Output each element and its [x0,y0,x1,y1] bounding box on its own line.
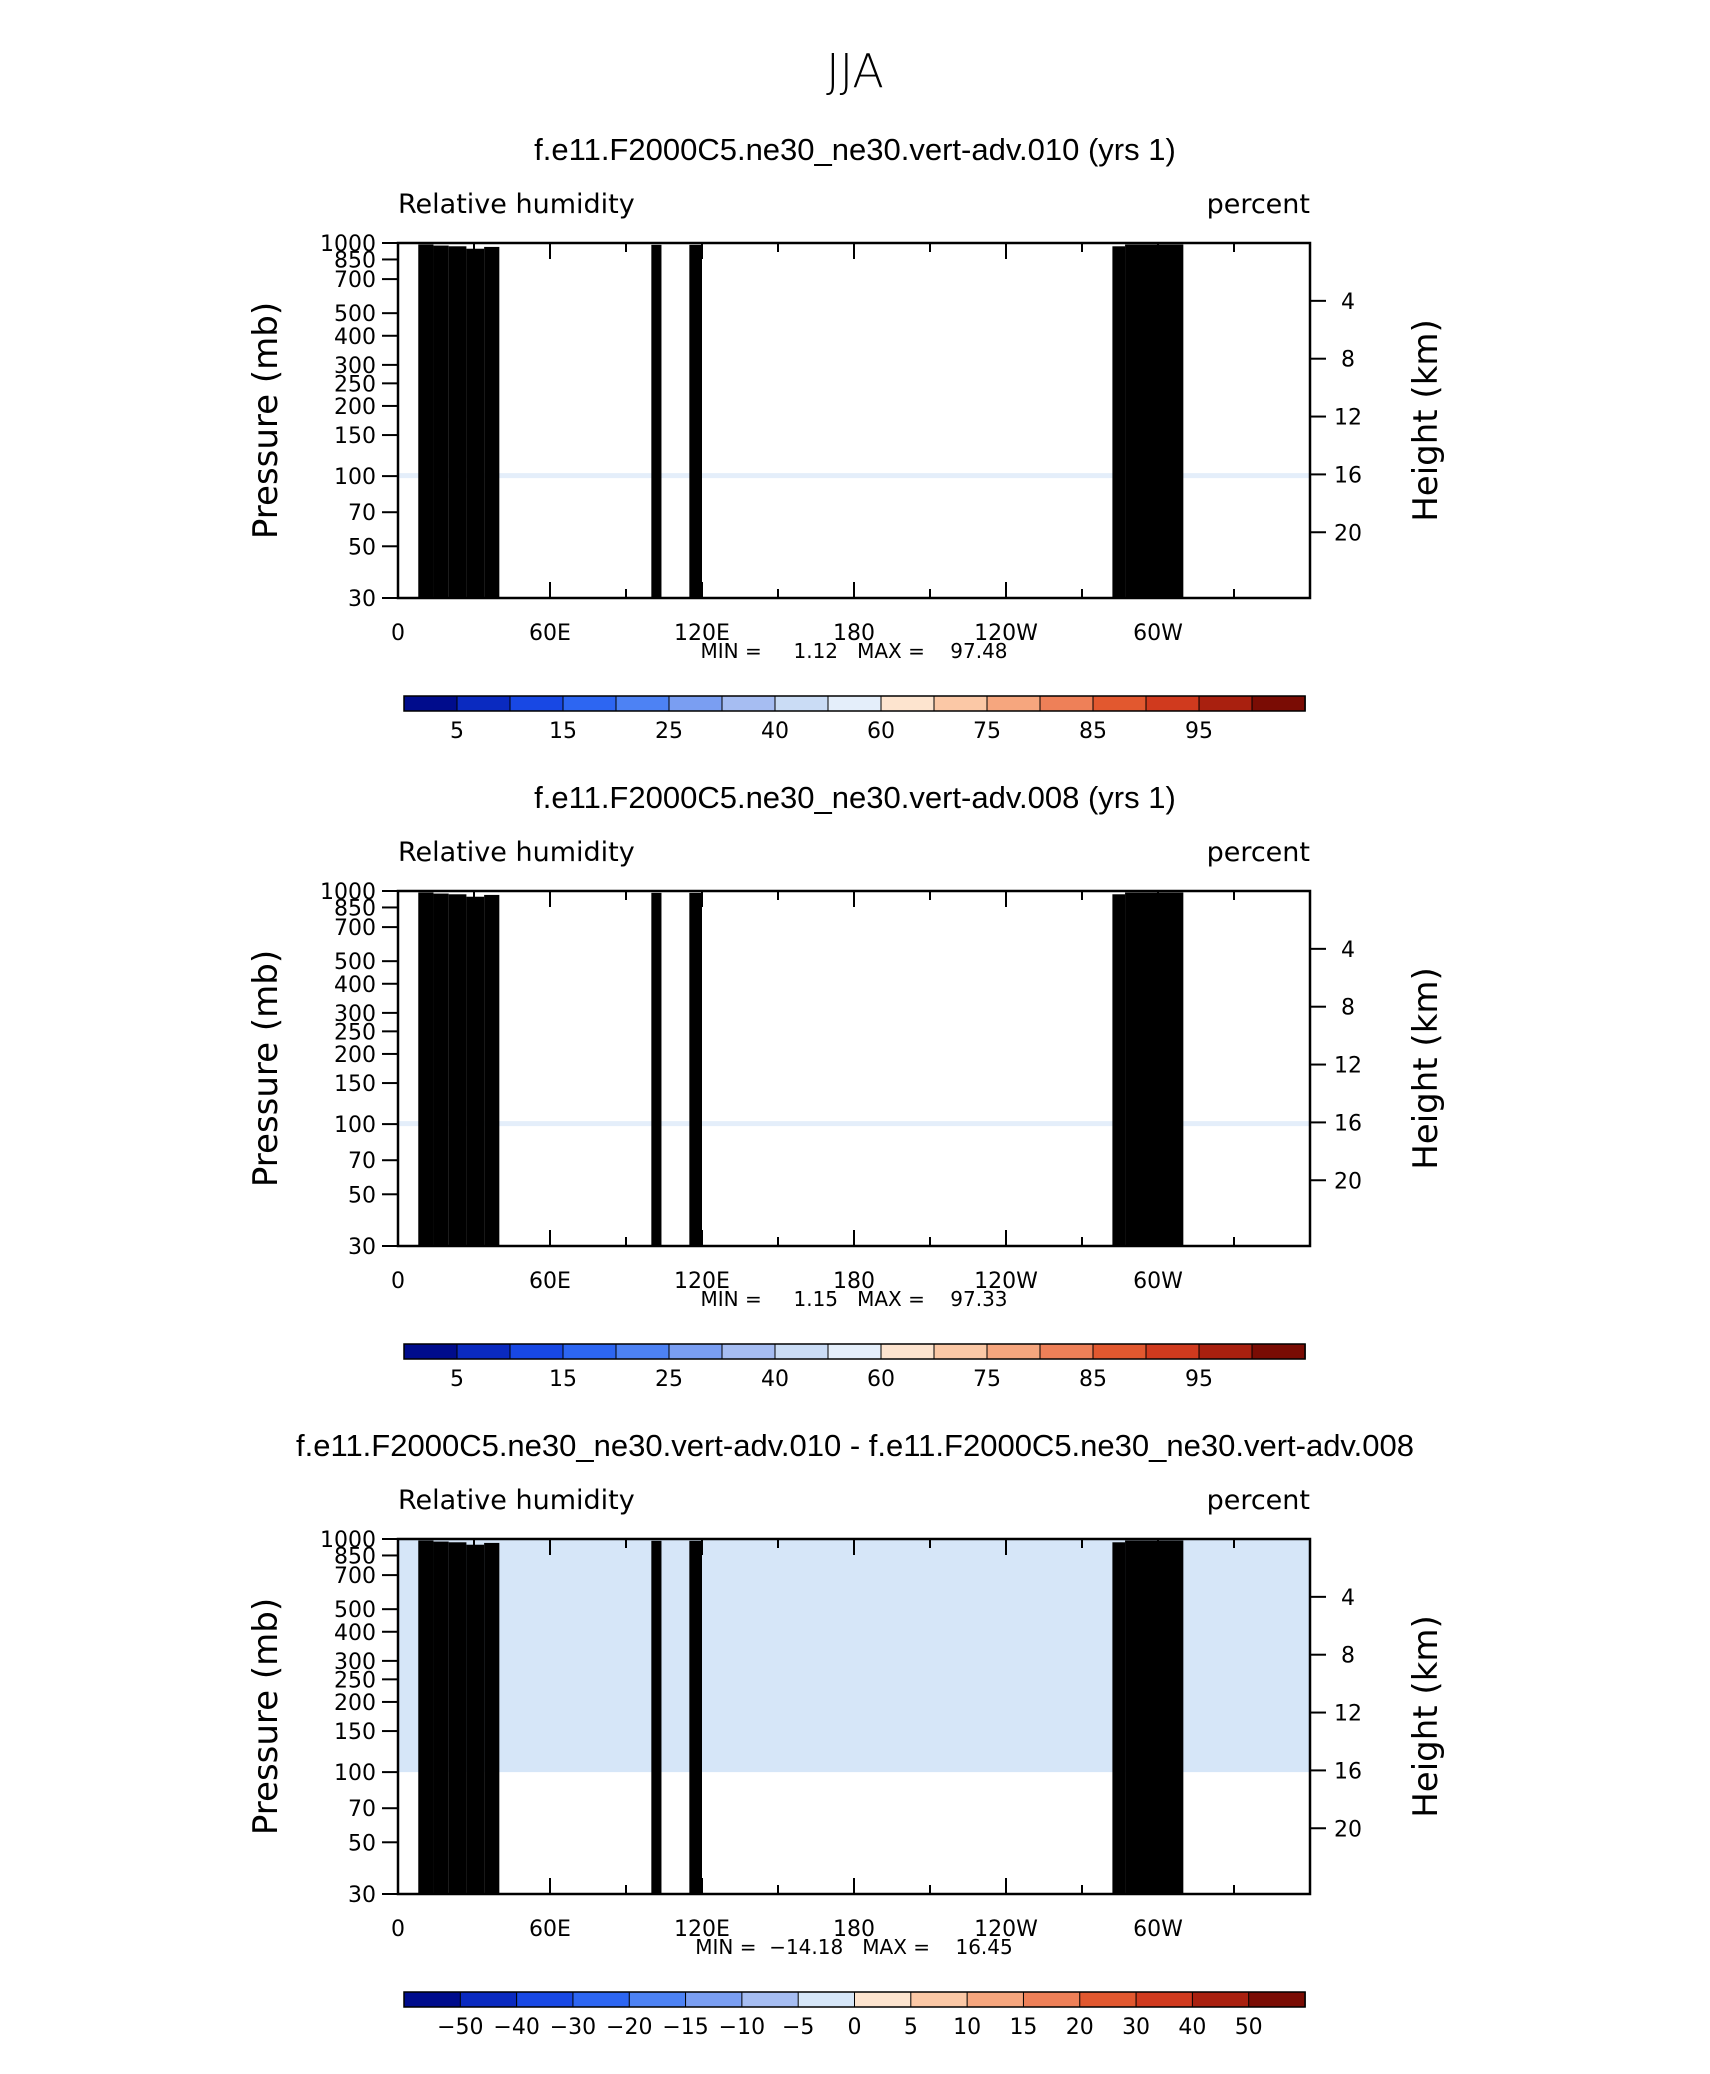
colorbar-swatch [1198,695,1253,712]
topography-block [484,246,500,599]
y-tick-label: 50 [348,535,376,560]
y-axis-title: Pressure (mb) [246,302,286,539]
colorbar-label: 5 [450,719,464,744]
topography-block [448,246,467,599]
colorbar-swatch [774,695,829,712]
contour-field [398,1121,1310,1127]
topography-block [466,248,485,598]
colorbar-swatch [1039,695,1094,712]
y-tick-label: 100 [334,465,376,490]
x-tick-label: 120W [974,621,1038,646]
y-tick-label: 30 [348,587,376,612]
topography-block [651,244,662,598]
panel-1-title: f.e11.F2000C5.ne30_ne30.vert-adv.010 (yr… [534,132,1176,167]
colorbar-swatch [562,695,617,712]
colorbar-swatch [668,695,723,712]
x-tick-label: 60W [1133,621,1183,646]
x-tick-label: 60E [529,621,571,646]
units-label: percent [1207,189,1310,220]
y-tick-label: 500 [334,302,376,327]
y-tick-label: 200 [334,395,376,420]
topography-block [1158,244,1184,598]
height-tick-label: 4 [1341,290,1355,315]
x-tick-label: 120E [674,621,730,646]
y-tick-label: 300 [334,354,376,379]
height-tick-label: 16 [1334,463,1362,488]
min-max-label: MIN = 1.12 MAX = 97.48 [700,639,1007,663]
colorbar-label: 15 [549,719,577,744]
topography-block [418,244,434,598]
y-tick-label: 150 [334,424,376,449]
y-tick-label: 1000 [320,232,376,257]
topography-block [1112,246,1126,599]
colorbar-swatch [933,695,988,712]
colorbar-label: 40 [761,719,789,744]
topography-block [689,244,702,598]
colorbar-label: 25 [655,719,683,744]
colorbar-swatch [986,695,1041,712]
figure-title: JJA [826,44,884,98]
height-tick-label: 12 [1334,406,1362,431]
colorbar-swatch [880,695,935,712]
y-tick-label: 70 [348,501,376,526]
colorbar-swatch [1251,695,1306,712]
colorbar-label: 60 [867,719,895,744]
colorbar-label: 85 [1079,719,1107,744]
contour-field [398,473,1310,479]
colorbar-label: 75 [973,719,1001,744]
colorbar-swatch [403,695,458,712]
colorbar-frame [403,695,1306,712]
panel-2: 0 60E 120E 180 120W 60W3050701001502002503004… [246,837,1446,1392]
x-tick-label: 180 [833,621,875,646]
panel-2-title: f.e11.F2000C5.ne30_ne30.vert-adv.008 (yr… [534,780,1176,815]
height-tick-label: 8 [1341,348,1355,373]
colorbar-label: 95 [1185,719,1213,744]
topography-block [433,245,449,598]
x-tick-label: 0 [391,621,405,646]
topography-block [1125,244,1158,598]
colorbar-swatch [827,695,882,712]
y-tick-label: 700 [334,268,376,293]
y-tick-label: 400 [334,325,376,350]
height-tick-label: 20 [1334,521,1362,546]
colorbar-swatch [721,695,776,712]
y-tick-label: 250 [334,372,376,397]
colorbar-swatch [456,695,511,712]
colorbar-swatch [1092,695,1147,712]
y-tick-label: 850 [334,248,376,273]
colorbar-swatch [1145,695,1200,712]
variable-label: Relative humidity [398,189,635,220]
colorbar: 5 15 25 40 60 75 85 95 [403,695,1306,744]
colorbar-swatch [509,695,564,712]
colorbar-swatch [615,695,670,712]
height-axis-title: Height (km) [1406,319,1446,522]
tropopause-band [398,473,1310,479]
panel-3-title: f.e11.F2000C5.ne30_ne30.vert-adv.010 - f… [296,1428,1414,1463]
